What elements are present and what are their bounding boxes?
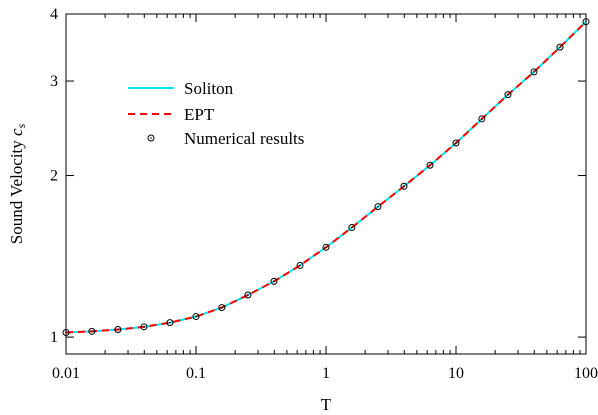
y-axis-title-text: Sound Velocity bbox=[7, 140, 26, 245]
data-point-ring bbox=[218, 304, 226, 312]
series-line bbox=[65, 20, 587, 334]
x-axis-title: T bbox=[321, 395, 332, 414]
data-point-ring bbox=[478, 115, 486, 123]
data-point-ring bbox=[166, 319, 174, 327]
data-point-ring bbox=[556, 43, 564, 51]
data-point-dot bbox=[455, 142, 457, 144]
legend: Soliton EPT Numerical results bbox=[128, 79, 304, 148]
axis-ticks: 0.01 0.1 1 10 100 1 2 3 4 bbox=[50, 6, 598, 382]
data-point-dot bbox=[325, 246, 327, 249]
data-point-ring bbox=[582, 18, 590, 26]
data-point-dot bbox=[169, 321, 171, 324]
data-point-dot bbox=[195, 315, 197, 318]
legend-marker-dot bbox=[150, 137, 152, 139]
legend-item: EPT bbox=[128, 105, 215, 124]
y-axis-title-symbol: c bbox=[7, 128, 26, 136]
y-tick-label: 2 bbox=[50, 168, 58, 185]
series-soliton bbox=[65, 20, 587, 334]
y-tick-label: 4 bbox=[50, 6, 58, 23]
x-tick-label: 100 bbox=[574, 365, 598, 382]
data-point-dot bbox=[429, 164, 431, 167]
data-point-dot bbox=[351, 226, 353, 229]
data-point-dot bbox=[559, 46, 561, 48]
data-point-dot bbox=[247, 294, 249, 296]
x-tick-label: 0.1 bbox=[186, 365, 206, 382]
data-point-dot bbox=[117, 328, 119, 331]
x-tick-label: 10 bbox=[448, 365, 464, 382]
data-point-dot bbox=[299, 264, 301, 267]
data-point-ring bbox=[88, 327, 96, 335]
plot-frame bbox=[65, 13, 587, 355]
data-point-ring bbox=[322, 243, 330, 251]
y-axis-title-subscript: s bbox=[14, 123, 28, 128]
data-point-dot bbox=[403, 185, 405, 188]
data-point-dot bbox=[533, 71, 535, 73]
y-tick-label: 1 bbox=[50, 329, 58, 346]
legend-item: Numerical results bbox=[147, 129, 304, 148]
series-line bbox=[65, 20, 587, 334]
data-point-dot bbox=[585, 20, 587, 23]
data-point-ring bbox=[270, 277, 278, 285]
data-point-ring bbox=[426, 161, 434, 169]
data-point-dot bbox=[273, 280, 275, 283]
data-point-ring bbox=[62, 328, 70, 336]
series-ept bbox=[65, 20, 587, 334]
data-point-dot bbox=[481, 118, 483, 120]
data-point-dot bbox=[377, 205, 379, 208]
data-point-ring bbox=[400, 182, 408, 190]
legend-label: Soliton bbox=[184, 79, 234, 98]
data-point-ring bbox=[140, 323, 148, 331]
data-point-ring bbox=[452, 139, 460, 147]
data-point-ring bbox=[296, 261, 304, 269]
legend-marker bbox=[147, 134, 155, 142]
y-axis-title: Sound Velocity cs bbox=[7, 123, 28, 244]
data-point-dot bbox=[507, 93, 509, 96]
data-point-ring bbox=[244, 291, 252, 299]
y-tick-label: 3 bbox=[50, 73, 58, 90]
data-point-dot bbox=[91, 330, 93, 333]
legend-item: Soliton bbox=[128, 79, 234, 98]
legend-label: Numerical results bbox=[184, 129, 304, 148]
data-point-ring bbox=[348, 224, 356, 232]
series-numerical-results bbox=[62, 18, 590, 336]
series-layer bbox=[62, 18, 590, 336]
data-point-dot bbox=[221, 306, 223, 309]
data-point-ring bbox=[504, 91, 512, 99]
x-tick-label: 0.01 bbox=[52, 365, 80, 382]
data-point-ring bbox=[374, 203, 382, 211]
data-point-ring bbox=[114, 326, 122, 334]
legend-label: EPT bbox=[184, 105, 215, 124]
data-point-dot bbox=[143, 326, 145, 328]
x-tick-label: 1 bbox=[322, 365, 330, 382]
data-point-dot bbox=[65, 331, 67, 334]
data-point-ring bbox=[192, 313, 200, 321]
data-point-ring bbox=[530, 68, 538, 76]
